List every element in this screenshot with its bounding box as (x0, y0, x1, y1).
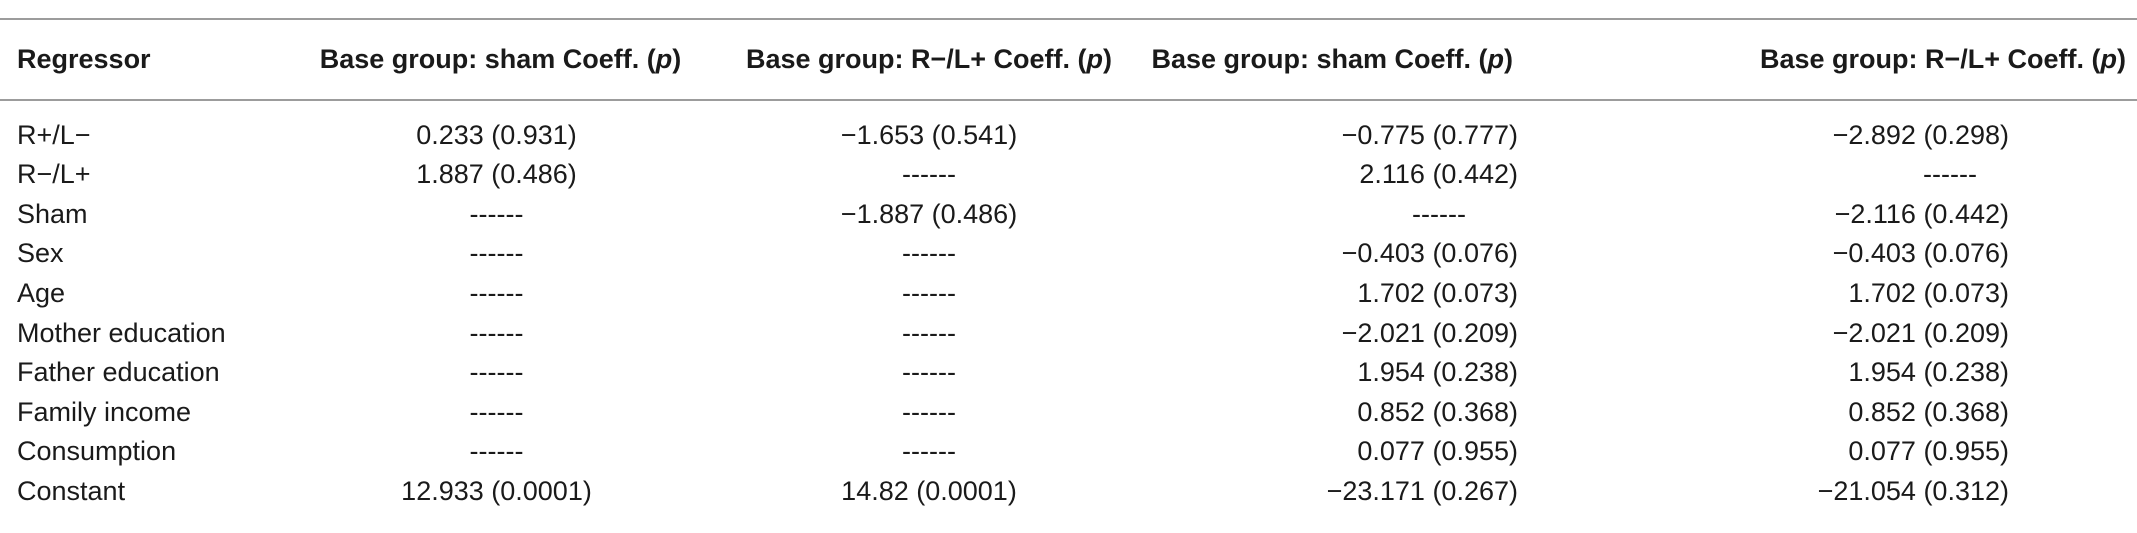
cell-col3: −0.775 (0.777) (1341, 119, 1518, 150)
cell-col3: −2.021 (0.209) (1341, 317, 1518, 348)
cell-col4: 0.852 (0.368) (1848, 396, 2009, 427)
regression-table: Regressor Base group: sham Coeff. (p) Ba… (0, 20, 2137, 511)
table-row: R+/L− 0.233 (0.931) −1.653 (0.541) −0.77… (0, 99, 2137, 155)
table-row: Constant 12.933 (0.0001) 14.82 (0.0001) … (0, 472, 2137, 512)
cell-col1: ------ (469, 357, 524, 388)
table-row: Father education ------ ------ 1.954 (0.… (0, 353, 2137, 393)
cell-col2: ------ (902, 317, 956, 348)
table-row: Age ------ ------ 1.702 (0.073) 1.702 (0… (0, 274, 2137, 314)
cell-col4: 1.702 (0.073) (1848, 278, 2009, 309)
cell-col2: ------ (902, 238, 956, 269)
cell-col2: 14.82 (0.0001) (841, 476, 1017, 507)
cell-col2: ------ (902, 357, 956, 388)
table-row: Family income ------ ------ 0.852 (0.368… (0, 393, 2137, 433)
header-col3: Base group: sham Coeff. (p) (1151, 44, 1513, 74)
cell-col1: ------ (469, 238, 524, 269)
cell-col3: −0.403 (0.076) (1341, 238, 1518, 269)
header-row: Regressor Base group: sham Coeff. (p) Ba… (0, 20, 2137, 99)
cell-col1: ------ (469, 436, 524, 467)
cell-col3: 2.116 (0.442) (1359, 159, 1518, 190)
row-label: Father education (17, 357, 220, 388)
cell-col3: 0.852 (0.368) (1357, 396, 1518, 427)
cell-col3: ------ (1412, 198, 1466, 229)
cell-col2: −1.653 (0.541) (840, 119, 1018, 150)
table-row: Mother education ------ ------ −2.021 (0… (0, 313, 2137, 353)
cell-col3: 0.077 (0.955) (1357, 436, 1518, 467)
cell-col1: ------ (469, 278, 524, 309)
row-label: Mother education (17, 317, 226, 348)
header-rule (0, 99, 2137, 101)
cell-col2: ------ (902, 159, 956, 190)
cell-col1: ------ (469, 317, 524, 348)
cell-col4: −21.054 (0.312) (1817, 476, 2009, 507)
cell-col3: −23.171 (0.267) (1326, 476, 1518, 507)
cell-col4: 0.077 (0.955) (1848, 436, 2009, 467)
cell-col1: 0.233 (0.931) (416, 119, 577, 150)
cell-col2: −1.887 (0.486) (840, 198, 1018, 229)
table-row: Sham ------ −1.887 (0.486) ------ −2.116… (0, 195, 2137, 235)
cell-col3: 1.954 (0.238) (1357, 357, 1518, 388)
header-col2: Base group: R−/L+ Coeff. (p) (745, 44, 1113, 74)
header-regressor: Regressor (17, 44, 151, 74)
cell-col4: −2.021 (0.209) (1832, 317, 2009, 348)
cell-col2: ------ (902, 436, 956, 467)
cell-col3: 1.702 (0.073) (1357, 278, 1518, 309)
cell-col2: ------ (902, 396, 956, 427)
row-label: R+/L− (17, 119, 91, 150)
cell-col1: ------ (469, 198, 524, 229)
cell-col1: 1.887 (0.486) (416, 159, 577, 190)
row-label: Consumption (17, 436, 177, 467)
cell-col4: −0.403 (0.076) (1832, 238, 2009, 269)
table-row: R−/L+ 1.887 (0.486) ------ 2.116 (0.442)… (0, 155, 2137, 195)
row-label: Family income (17, 396, 192, 427)
top-rule (0, 18, 2137, 20)
header-col1: Base group: sham Coeff. (p) (319, 44, 682, 74)
row-label: Sham (17, 198, 88, 229)
cell-col4: −2.116 (0.442) (1834, 198, 2009, 229)
row-label: R−/L+ (17, 159, 91, 190)
cell-col1: ------ (469, 396, 524, 427)
cell-col4: ------ (1923, 159, 1977, 190)
cell-col4: 1.954 (0.238) (1848, 357, 2009, 388)
row-label: Sex (17, 238, 64, 269)
header-col4: Base group: R−/L+ Coeff. (p) (1759, 44, 2126, 74)
row-label: Constant (17, 476, 126, 507)
cell-col1: 12.933 (0.0001) (401, 476, 592, 507)
row-label: Age (17, 278, 66, 309)
table-row: Sex ------ ------ −0.403 (0.076) −0.403 … (0, 234, 2137, 274)
cell-col4: −2.892 (0.298) (1832, 119, 2009, 150)
cell-col2: ------ (902, 278, 956, 309)
table-row: Consumption ------ ------ 0.077 (0.955) … (0, 432, 2137, 472)
